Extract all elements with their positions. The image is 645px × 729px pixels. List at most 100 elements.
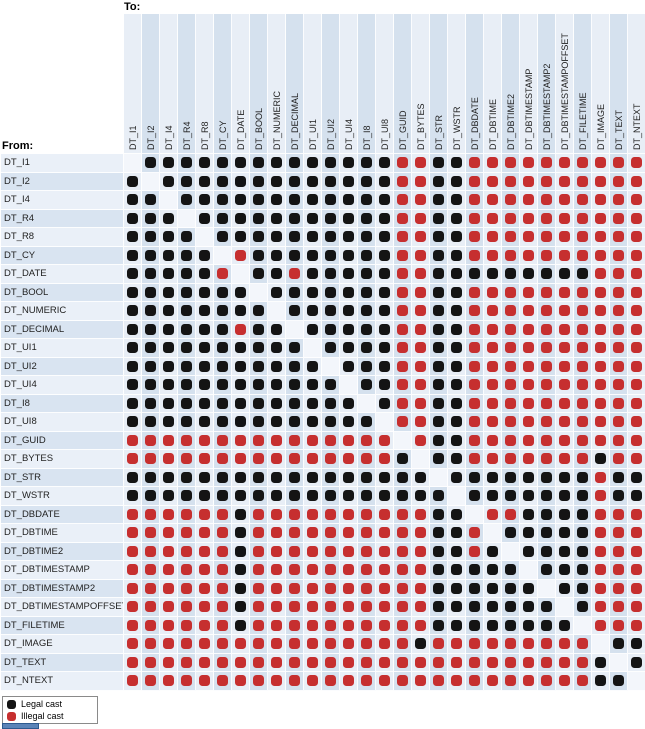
matrix-cell (358, 357, 376, 376)
matrix-cell (124, 376, 142, 395)
illegal-cast-dot (613, 397, 624, 409)
matrix-cell (376, 172, 394, 191)
legal-cast-dot (181, 397, 192, 409)
cast-matrix-grid: DT_I1 DT_I2 DT_I4 DT_R4 DT_R8 DT_CY DT_DATE DT_… (1, 14, 645, 691)
matrix-cell (340, 505, 358, 524)
legal-cast-dot (433, 564, 444, 576)
illegal-cast-dot (163, 508, 174, 520)
matrix-cell (376, 394, 394, 413)
illegal-cast-dot (505, 305, 516, 317)
legal-cast-dot (163, 157, 174, 169)
illegal-cast-dot (577, 397, 588, 409)
matrix-cell (196, 468, 214, 487)
legal-cast-dot (235, 508, 246, 520)
illegal-cast-dot (415, 601, 426, 613)
column-header-label: DT_R4 (182, 121, 192, 150)
legal-cast-dot (199, 286, 210, 298)
illegal-cast-dot (505, 434, 516, 446)
matrix-cell (448, 542, 466, 561)
illegal-cast-dot (595, 527, 606, 539)
matrix-cell (376, 505, 394, 524)
illegal-cast-dot (595, 175, 606, 187)
matrix-cell (466, 561, 484, 580)
illegal-cast-dot (307, 582, 318, 594)
matrix-cell (196, 431, 214, 450)
matrix-cell (124, 191, 142, 210)
matrix-cell (466, 246, 484, 265)
legal-cast-dot (631, 471, 642, 483)
legal-cast-dot (127, 212, 138, 224)
matrix-cell (358, 598, 376, 617)
illegal-cast-dot (271, 675, 282, 687)
column-header-dt_dbtimestamp: DT_DBTIMESTAMP (520, 14, 538, 154)
illegal-cast-dot (613, 434, 624, 446)
illegal-cast-dot (145, 434, 156, 446)
matrix-cell (520, 450, 538, 469)
illegal-cast-dot (631, 231, 642, 243)
illegal-cast-dot (217, 638, 228, 650)
illegal-cast-dot (577, 656, 588, 668)
matrix-cell (412, 302, 430, 321)
legal-cast-dot (199, 360, 210, 372)
illegal-cast-dot (541, 434, 552, 446)
column-header-dt_decimal: DT_DECIMAL (286, 14, 304, 154)
matrix-cell (124, 468, 142, 487)
legal-cast-dot (379, 175, 390, 187)
column-header-dt_text: DT_TEXT (610, 14, 628, 154)
matrix-cell (574, 376, 592, 395)
legal-cast-dot (451, 268, 462, 280)
illegal-cast-dot (361, 582, 372, 594)
matrix-cell (340, 376, 358, 395)
illegal-cast-dot (307, 453, 318, 465)
matrix-cell (466, 228, 484, 247)
illegal-cast-dot (163, 601, 174, 613)
illegal-cast-dot (379, 527, 390, 539)
legal-cast-dot (487, 471, 498, 483)
matrix-cell (610, 172, 628, 191)
legal-cast-dot (307, 397, 318, 409)
illegal-cast-dot (631, 212, 642, 224)
matrix-cell (628, 320, 645, 339)
illegal-cast-dot (577, 175, 588, 187)
matrix-cell (502, 487, 520, 506)
matrix-cell (610, 302, 628, 321)
matrix-cell (124, 431, 142, 450)
matrix-cell (574, 468, 592, 487)
matrix-cell (160, 579, 178, 598)
matrix-cell (322, 191, 340, 210)
matrix-cell (448, 653, 466, 672)
matrix-cell (358, 283, 376, 302)
matrix-cell (502, 431, 520, 450)
legal-cast-dot (307, 157, 318, 169)
from-axis-label: From: (2, 140, 34, 152)
column-header-label: DT_DBTIMESTAMPOFFSET (560, 33, 570, 150)
row-header-dt_dbtimestampoffset: DT_DBTIMESTAMPOFFSET (1, 598, 124, 617)
illegal-cast-dot (163, 675, 174, 687)
matrix-cell (556, 598, 574, 617)
legal-cast-dot (433, 601, 444, 613)
column-header-dt_image: DT_IMAGE (592, 14, 610, 154)
matrix-cell (538, 616, 556, 635)
illegal-cast-dot (541, 249, 552, 261)
legal-cast-dot (613, 675, 624, 687)
illegal-cast-dot (559, 379, 570, 391)
matrix-cell (286, 413, 304, 432)
illegal-cast-dot (163, 527, 174, 539)
legal-cast-dot (487, 582, 498, 594)
matrix-cell (574, 598, 592, 617)
illegal-cast-dot (415, 212, 426, 224)
matrix-cell (178, 228, 196, 247)
legal-cast-dot (199, 212, 210, 224)
matrix-cell (232, 413, 250, 432)
illegal-cast-dot (631, 175, 642, 187)
illegal-cast-dot (289, 619, 300, 631)
matrix-cell (412, 468, 430, 487)
illegal-cast-dot (613, 453, 624, 465)
matrix-cell (412, 616, 430, 635)
legal-cast-dot (433, 268, 444, 280)
legal-cast-dot (379, 323, 390, 335)
legal-cast-dot (289, 490, 300, 502)
matrix-cell (466, 413, 484, 432)
illegal-cast-dot (217, 453, 228, 465)
